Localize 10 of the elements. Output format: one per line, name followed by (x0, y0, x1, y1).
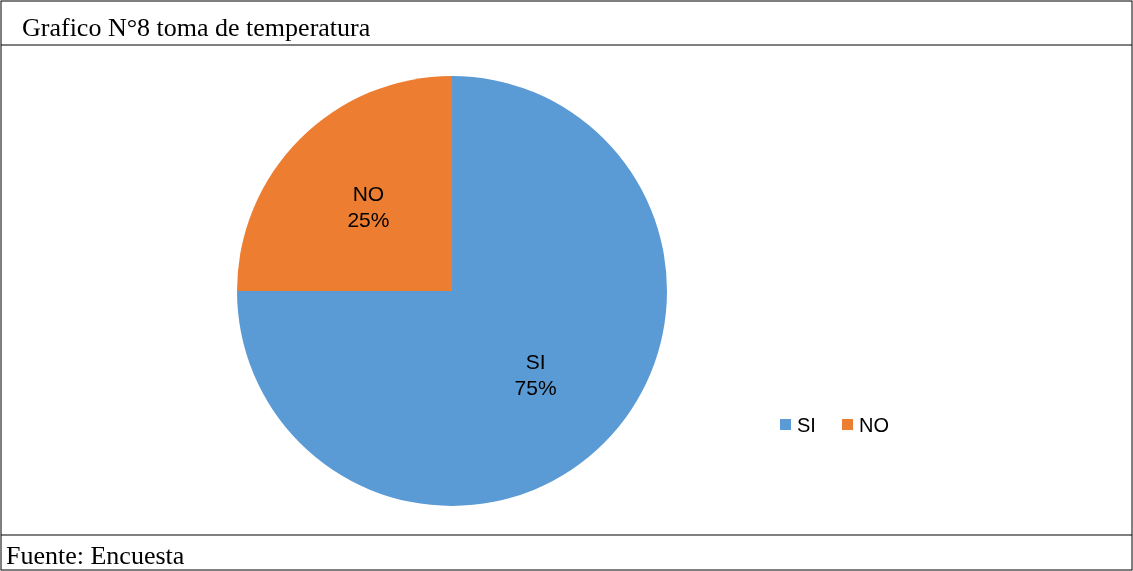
pie-slice (237, 76, 667, 506)
slice-label: NO (352, 182, 385, 206)
legend-label: SI (797, 414, 816, 436)
legend-label: NO (859, 414, 889, 436)
source-note: Fuente: Encuesta (6, 541, 185, 570)
pie-slice (237, 76, 452, 291)
data-label: 25% (347, 208, 390, 232)
data-label: 75% (514, 375, 557, 399)
slice-label: SI (525, 349, 546, 373)
chart-title: Grafico N°8 toma de temperatura (22, 13, 371, 42)
